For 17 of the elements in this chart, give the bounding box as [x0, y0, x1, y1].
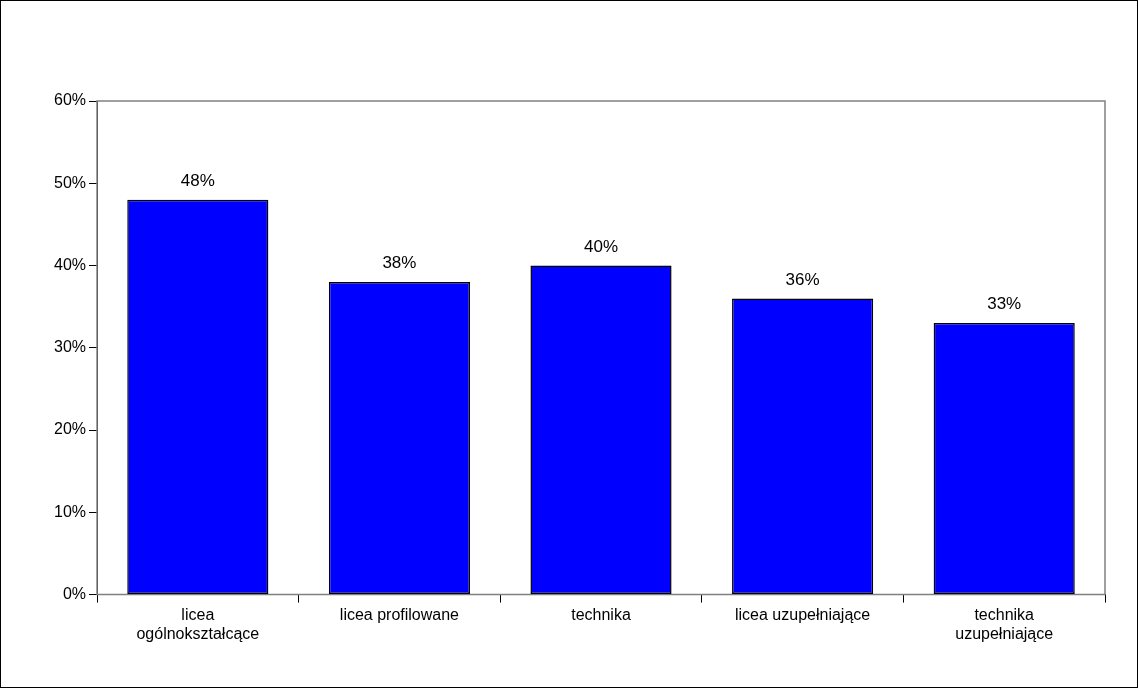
x-tick-label: licea ogólnokształcące	[136, 605, 260, 642]
y-tick-label: 10%	[53, 502, 87, 520]
y-tick-label: 20%	[53, 420, 87, 438]
data-label: 36%	[785, 269, 820, 289]
x-tick-label: technika uzupełniające	[955, 605, 1054, 642]
y-tick-label: 30%	[53, 338, 87, 356]
data-label: 33%	[987, 294, 1022, 314]
x-tick-label: technika	[571, 605, 631, 623]
data-label: 40%	[584, 236, 619, 256]
y-tick-label: 0%	[62, 585, 87, 603]
y-tick-label: 50%	[53, 173, 87, 191]
y-tick-label: 60%	[53, 91, 87, 109]
x-tick-label: licea uzupełniające	[735, 605, 871, 623]
y-tick-label: 40%	[53, 255, 87, 273]
data-label: 48%	[180, 170, 215, 190]
x-tick-label: licea profilowane	[339, 605, 460, 623]
data-label: 38%	[382, 253, 417, 273]
